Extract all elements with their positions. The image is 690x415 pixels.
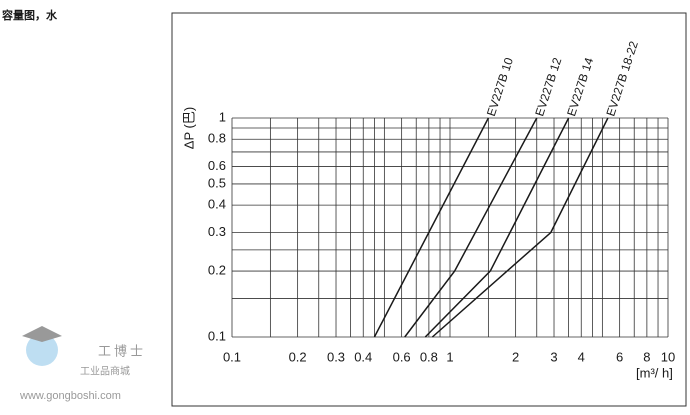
x-tick-label: 0.1 bbox=[223, 349, 241, 364]
x-tick-label: 4 bbox=[578, 349, 585, 364]
y-tick-label: 0.4 bbox=[208, 197, 226, 212]
series-label: EV227B 14 bbox=[564, 56, 596, 118]
y-tick-label: 0.2 bbox=[208, 263, 226, 278]
x-tick-label: 0.6 bbox=[393, 349, 411, 364]
y-tick-label: 0.3 bbox=[208, 224, 226, 239]
series-label: EV227B 18-22 bbox=[603, 39, 641, 118]
x-tick-label: 6 bbox=[616, 349, 623, 364]
x-tick-label: 0.2 bbox=[289, 349, 307, 364]
chart-frame bbox=[171, 12, 687, 407]
y-tick-label: 0.5 bbox=[208, 175, 226, 190]
x-tick-label: 0.4 bbox=[354, 349, 372, 364]
x-tick-label: 1 bbox=[446, 349, 453, 364]
series-label: EV227B 10 bbox=[484, 56, 516, 118]
x-tick-label: 8 bbox=[643, 349, 650, 364]
series-line bbox=[404, 117, 538, 338]
series-label: EV227B 12 bbox=[532, 56, 564, 118]
watermark: 工博士 工业品商城 www.gongboshi.com bbox=[19, 326, 146, 402]
series-line bbox=[431, 117, 609, 338]
logo-face bbox=[26, 334, 58, 366]
watermark-url: www.gongboshi.com bbox=[19, 390, 121, 402]
series-line bbox=[424, 117, 570, 338]
page-title: 容量图，水 bbox=[1, 8, 58, 22]
y-tick-label: 0.6 bbox=[208, 158, 226, 173]
series-line bbox=[373, 117, 490, 338]
x-axis-title: [m³/ h] bbox=[636, 365, 673, 380]
y-tick-label: 0.8 bbox=[208, 131, 226, 146]
x-tick-label: 2 bbox=[512, 349, 519, 364]
y-axis-title: ΔP (巴) bbox=[181, 107, 196, 149]
y-tick-label: 0.1 bbox=[208, 328, 226, 343]
x-tick-label: 3 bbox=[550, 349, 557, 364]
x-tick-label: 10 bbox=[661, 349, 675, 364]
watermark-brand: 工博士 bbox=[98, 343, 146, 358]
x-tick-label: 0.3 bbox=[327, 349, 345, 364]
logo-cap bbox=[22, 326, 62, 342]
watermark-tagline: 工业品商城 bbox=[80, 365, 130, 378]
y-tick-label: 1 bbox=[219, 109, 226, 124]
x-tick-label: 0.8 bbox=[420, 349, 438, 364]
